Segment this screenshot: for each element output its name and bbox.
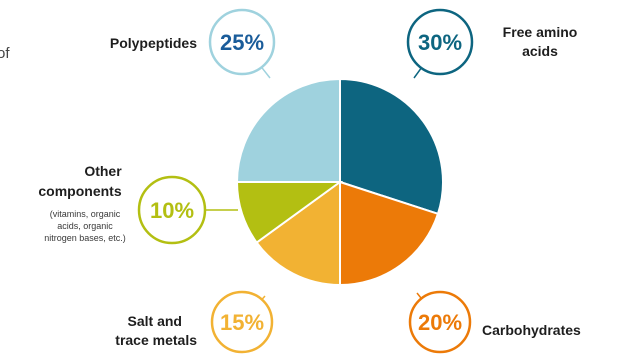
label-free-amino-acids-line2: acids bbox=[522, 43, 558, 59]
label-salt-line1: Salt and bbox=[128, 313, 182, 329]
label-other-line1: Other bbox=[84, 163, 122, 179]
label-other-note-line3: nitrogen bases, etc.) bbox=[44, 233, 126, 243]
percent-label-5: 25% bbox=[220, 30, 264, 55]
cut-off-text: of bbox=[0, 45, 10, 62]
label-other-note-line2: acids, organic bbox=[57, 221, 113, 231]
label-free-amino-acids-line1: Free amino bbox=[503, 24, 578, 40]
percent-label-2: 20% bbox=[418, 310, 462, 335]
pie-slice-polypeptides bbox=[235, 77, 341, 183]
label-carbohydrates: Carbohydrates bbox=[482, 322, 581, 338]
label-salt-line2: trace metals bbox=[115, 332, 197, 348]
percent-badge-circle-4 bbox=[137, 175, 207, 245]
percent-label-4: 10% bbox=[150, 198, 194, 223]
pie-slices bbox=[235, 77, 444, 287]
pie-slice-free-amino-acids bbox=[339, 77, 444, 216]
connector-5 bbox=[261, 66, 271, 79]
label-polypeptides: Polypeptides bbox=[110, 35, 197, 51]
percent-badge-circle-1 bbox=[406, 8, 474, 76]
percent-badge-circle-2 bbox=[408, 290, 472, 354]
pie-slice-salt-and-trace-metals bbox=[255, 180, 341, 287]
percent-badge-circle-3 bbox=[210, 290, 274, 354]
percent-label-1: 30% bbox=[418, 30, 462, 55]
percent-label-3: 15% bbox=[220, 310, 264, 335]
percent-badges: 30% 20% 15% 10% 25% bbox=[137, 8, 474, 354]
connector-1 bbox=[413, 67, 422, 79]
pie-slice-carbohydrates bbox=[339, 180, 440, 287]
label-other-line2: components bbox=[38, 183, 121, 199]
percent-badge-circle-5 bbox=[208, 8, 276, 76]
label-other-note-line1: (vitamins, organic bbox=[50, 209, 121, 219]
